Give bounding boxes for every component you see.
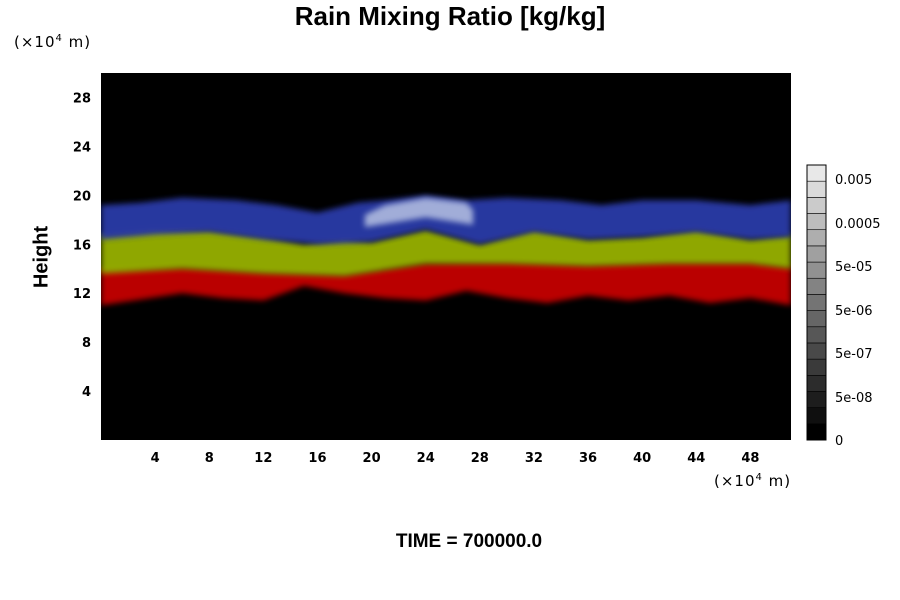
colorbar-segment <box>806 374 827 392</box>
y-tick-label: 12 <box>73 287 91 302</box>
colorbar-segment <box>806 407 827 425</box>
colorbar-segment <box>806 358 827 376</box>
x-tick-label: 40 <box>633 451 651 466</box>
colorbar-frame <box>806 164 827 441</box>
colorbar-segment <box>806 423 827 441</box>
y-tick-label: 28 <box>73 91 91 106</box>
colorbar-tick-label: 0 <box>835 434 843 449</box>
colorbar-segment <box>806 261 827 279</box>
colorbar-tick-label: 0.0005 <box>835 217 881 232</box>
y-axis-unit: (×104 m) <box>14 33 92 51</box>
x-tick-label: 32 <box>525 451 543 466</box>
x-tick-label: 24 <box>417 451 435 466</box>
x-axis-unit: (×104 m) <box>714 472 792 490</box>
time-readout: TIME = 700000.0 <box>395 531 543 552</box>
colorbar-segment <box>806 197 827 214</box>
x-tick-label: 36 <box>579 451 597 466</box>
colorbar-segment <box>806 391 827 408</box>
y-tick-label: 16 <box>73 238 91 253</box>
colorbar-tick-label: 5e-06 <box>835 304 873 319</box>
x-tick-label: 20 <box>363 451 381 466</box>
chart-title: Rain Mixing Ratio [kg/kg] <box>294 1 606 31</box>
x-tick-label: 44 <box>687 451 705 466</box>
x-tick-label: 12 <box>254 451 272 466</box>
colorbar-segment <box>806 326 827 344</box>
x-tick-label: 16 <box>308 451 326 466</box>
colorbar-segment <box>806 180 827 198</box>
colorbar-segment <box>806 229 827 247</box>
colorbar-tick-label: 0.005 <box>835 173 872 188</box>
colorbar-segment <box>806 294 827 311</box>
x-tick-label: 48 <box>741 451 759 466</box>
band-pale-blue <box>364 197 474 228</box>
colorbar-segment <box>806 310 827 328</box>
y-tick-label: 24 <box>73 140 91 155</box>
y-tick-label: 4 <box>82 385 91 400</box>
x-tick-label: 8 <box>205 451 214 466</box>
colorbar-segment <box>806 277 827 295</box>
x-tick-label: 28 <box>471 451 489 466</box>
y-tick-label: 8 <box>82 336 91 351</box>
colorbar-segment <box>806 245 827 263</box>
colorbar-tick-label: 5e-07 <box>835 347 873 362</box>
colorbar-segment <box>806 213 827 231</box>
colorbar-segment <box>806 164 827 182</box>
x-tick-label: 4 <box>151 451 160 466</box>
colorbar-tick-label: 5e-08 <box>835 391 873 406</box>
y-tick-label: 20 <box>73 189 91 204</box>
colorbar-segment <box>806 342 827 360</box>
colorbar-tick-label: 5e-05 <box>835 260 873 275</box>
band-yellow-green <box>101 229 791 277</box>
